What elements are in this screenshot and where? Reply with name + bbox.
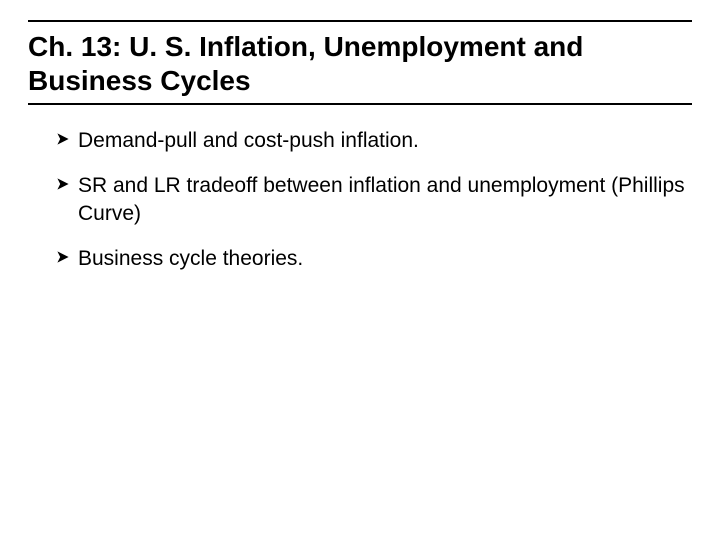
bullet-text: Business cycle theories. xyxy=(78,245,692,272)
bullet-text: SR and LR tradeoff between inflation and… xyxy=(78,172,692,227)
title-block: Ch. 13: U. S. Inflation, Unemployment an… xyxy=(28,20,692,105)
list-item: Business cycle theories. xyxy=(56,245,692,272)
bullet-text: Demand-pull and cost-push inflation. xyxy=(78,127,692,154)
arrow-bullet-icon xyxy=(56,177,72,193)
bullet-list: Demand-pull and cost-push inflation. SR … xyxy=(28,127,692,272)
slide-container: Ch. 13: U. S. Inflation, Unemployment an… xyxy=(0,0,720,318)
list-item: SR and LR tradeoff between inflation and… xyxy=(56,172,692,227)
slide-title: Ch. 13: U. S. Inflation, Unemployment an… xyxy=(28,26,692,97)
arrow-bullet-icon xyxy=(56,250,72,266)
arrow-bullet-icon xyxy=(56,132,72,148)
list-item: Demand-pull and cost-push inflation. xyxy=(56,127,692,154)
